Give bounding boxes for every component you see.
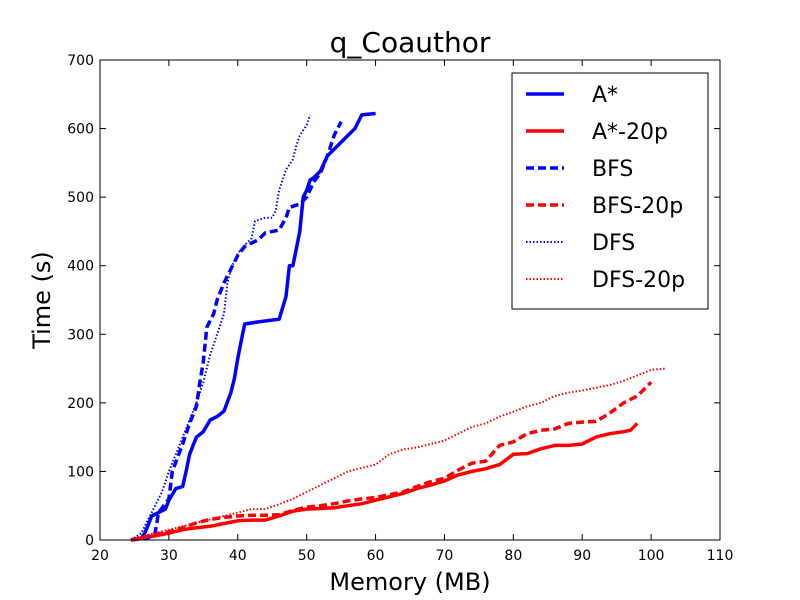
legend-box bbox=[511, 72, 709, 310]
legend-label-4: DFS bbox=[592, 231, 635, 256]
y-tick-label: 0 bbox=[85, 533, 94, 549]
plot-area bbox=[130, 111, 665, 542]
axes: 20 30 40 50 60 70 80 90 100 110 0 100 200 300 400 500 60… bbox=[67, 53, 733, 564]
x-tick-label: 40 bbox=[229, 548, 247, 564]
x-tick-label: 30 bbox=[160, 548, 178, 564]
chart-title: q_Coauthor bbox=[330, 26, 491, 59]
x-tick-label: 50 bbox=[298, 548, 316, 564]
series-line-0 bbox=[130, 111, 376, 542]
x-tick-label: 60 bbox=[367, 548, 385, 564]
y-tick-label: 400 bbox=[67, 259, 94, 275]
x-tick-label: 110 bbox=[707, 548, 734, 564]
x-axis-title: Memory (MB) bbox=[329, 568, 490, 596]
x-tick-label: 90 bbox=[573, 548, 591, 564]
series-line-5 bbox=[130, 367, 665, 541]
legend: A* A*-20p BFS BFS-20p DFS DFS-20p bbox=[511, 72, 709, 310]
series-line-1 bbox=[130, 422, 639, 542]
legend-label-3: BFS-20p bbox=[592, 194, 683, 219]
x-tick-label: 70 bbox=[436, 548, 454, 564]
legend-label-2: BFS bbox=[592, 157, 633, 182]
y-tick-label: 600 bbox=[67, 122, 94, 138]
x-tick-label: 100 bbox=[638, 548, 665, 564]
series-line-4 bbox=[130, 114, 312, 541]
y-tick-label: 100 bbox=[67, 464, 94, 480]
y-tick-label: 700 bbox=[67, 53, 94, 69]
series-line-3 bbox=[130, 381, 653, 542]
series-line-2 bbox=[130, 120, 343, 542]
legend-label-5: DFS-20p bbox=[592, 268, 685, 293]
x-tick-label: 80 bbox=[504, 548, 522, 564]
legend-label-0: A* bbox=[592, 83, 618, 108]
y-tick-label: 300 bbox=[67, 327, 94, 343]
y-axis-title: Time (s) bbox=[28, 251, 56, 350]
y-tick-label: 200 bbox=[67, 396, 94, 412]
y-tick-label: 500 bbox=[67, 190, 94, 206]
x-tick-label: 20 bbox=[91, 548, 109, 564]
legend-label-1: A*-20p bbox=[592, 120, 668, 145]
plot-frame bbox=[99, 59, 721, 541]
